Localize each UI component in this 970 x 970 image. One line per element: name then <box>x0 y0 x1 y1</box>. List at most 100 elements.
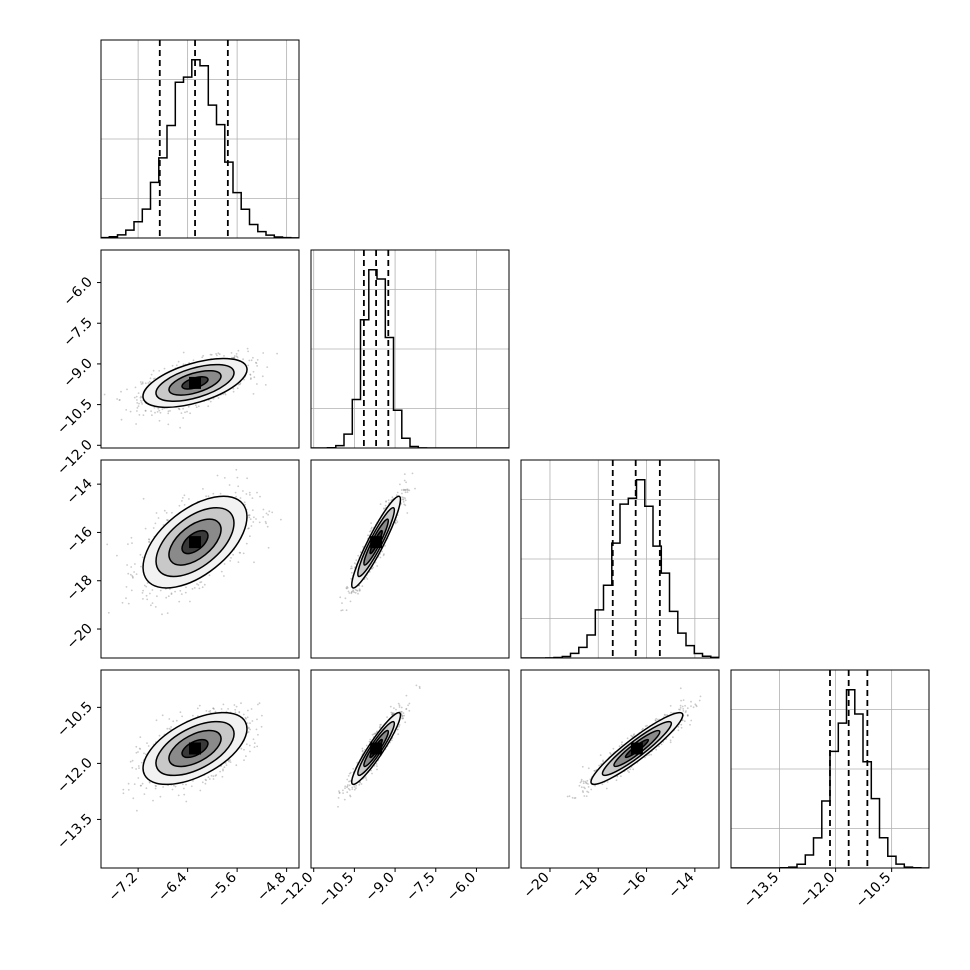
sample-point <box>235 355 238 358</box>
sample-point <box>243 501 246 504</box>
sample-point <box>157 407 160 410</box>
sample-point <box>255 361 257 364</box>
sample-point <box>125 586 128 588</box>
sample-point <box>163 367 166 370</box>
sample-point <box>146 582 149 584</box>
sample-point <box>219 770 222 773</box>
sample-point <box>359 551 362 553</box>
sample-point <box>192 359 195 362</box>
sample-point <box>219 492 222 495</box>
sample-point <box>248 516 251 519</box>
sample-point <box>248 514 251 517</box>
sample-point <box>147 745 150 747</box>
sample-point <box>129 573 132 576</box>
sample-point <box>158 370 161 372</box>
sample-point <box>140 383 143 385</box>
sample-point <box>181 500 183 502</box>
sample-point <box>346 786 348 789</box>
sample-point <box>394 522 397 525</box>
sample-point <box>238 711 241 714</box>
sample-point <box>159 411 162 414</box>
sample-point <box>215 774 218 776</box>
sample-point <box>217 397 220 399</box>
sample-point <box>356 761 359 764</box>
sample-point <box>404 491 407 494</box>
sample-point <box>149 592 151 595</box>
sample-point <box>182 417 185 419</box>
sample-point <box>234 491 237 494</box>
sample-point <box>201 781 204 784</box>
sample-point <box>247 350 250 353</box>
sample-point <box>250 525 253 527</box>
sample-point <box>179 589 182 592</box>
sample-point <box>344 597 347 600</box>
sample-point <box>143 752 145 755</box>
sample-point <box>368 530 371 533</box>
sample-point <box>237 383 240 386</box>
sample-point <box>197 405 200 408</box>
sample-point <box>152 377 155 380</box>
sample-point <box>127 543 129 545</box>
sample-point <box>258 521 261 524</box>
sample-point <box>404 488 406 491</box>
sample-point <box>253 561 255 564</box>
sample-point <box>349 794 351 797</box>
sample-point <box>130 536 133 539</box>
sample-point <box>130 566 133 568</box>
sample-point <box>167 519 169 522</box>
sample-point <box>144 410 147 412</box>
sample-point <box>140 784 142 787</box>
sample-point <box>352 589 354 591</box>
sample-point <box>137 392 140 394</box>
sample-point <box>171 511 173 514</box>
panel-frame <box>100 249 300 449</box>
sample-point <box>212 492 215 495</box>
sample-point <box>177 794 180 797</box>
sample-point <box>209 400 212 403</box>
sample-point <box>205 779 208 782</box>
sample-point <box>178 504 181 507</box>
sample-point <box>266 525 269 528</box>
sample-point <box>170 592 173 595</box>
sample-point <box>428 458 430 460</box>
sample-point <box>355 589 358 592</box>
sample-point <box>200 581 203 583</box>
sample-point <box>151 602 154 604</box>
sample-point <box>148 541 151 543</box>
sample-point <box>188 498 190 500</box>
sample-point <box>227 708 230 710</box>
sample-point <box>359 781 361 784</box>
sample-point <box>400 489 403 491</box>
sample-point <box>195 406 198 409</box>
sample-point <box>205 495 208 498</box>
sample-point <box>142 589 145 592</box>
sample-point <box>212 775 215 778</box>
sample-point <box>222 703 225 706</box>
sample-point <box>368 740 371 743</box>
sample-point <box>180 593 183 595</box>
sample-point <box>139 784 142 787</box>
sample-point <box>370 526 373 529</box>
sample-point <box>122 792 125 795</box>
sample-point <box>401 496 403 499</box>
sample-point <box>158 419 161 422</box>
sample-point <box>212 778 215 780</box>
sample-point <box>383 553 385 555</box>
sample-point <box>406 489 409 492</box>
sample-point <box>191 588 194 590</box>
sample-point <box>185 783 187 786</box>
sample-point <box>134 386 137 389</box>
sample-point <box>247 709 249 712</box>
sample-point <box>347 787 350 790</box>
sample-point <box>177 360 180 363</box>
sample-point <box>402 496 405 499</box>
sample-point <box>171 364 174 367</box>
sample-point <box>236 387 239 390</box>
sample-point <box>237 561 240 563</box>
sample-point <box>146 742 148 744</box>
sample-point <box>222 768 224 771</box>
sample-point <box>139 553 142 556</box>
sample-point <box>379 503 382 505</box>
sample-point <box>395 519 398 521</box>
sample-point <box>152 799 154 802</box>
